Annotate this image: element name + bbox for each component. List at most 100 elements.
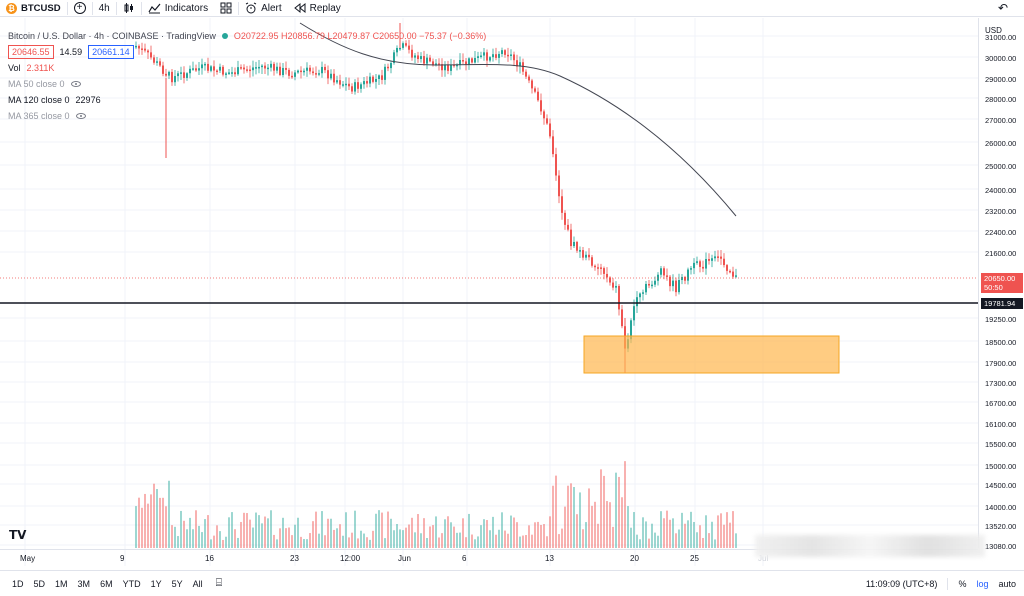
- candle-body: [282, 67, 284, 76]
- volume-bar: [348, 537, 350, 548]
- series-title[interactable]: Bitcoin / U.S. Dollar · 4h · COINBASE · …: [8, 31, 216, 41]
- ma120-legend-row[interactable]: MA 120 close 0 22976: [8, 92, 486, 108]
- volume-bar: [333, 529, 335, 548]
- volume-bar: [435, 516, 437, 548]
- range-button[interactable]: 1M: [55, 578, 68, 589]
- volume-bar: [450, 522, 452, 548]
- candle-body: [477, 56, 479, 58]
- tradingview-logo-icon[interactable]: 𝗧𝗩: [9, 528, 27, 542]
- volume-bar: [264, 516, 266, 548]
- volume-bar: [399, 529, 401, 548]
- candle-body: [441, 64, 443, 71]
- volume-bar: [285, 528, 287, 548]
- range-button[interactable]: YTD: [122, 578, 141, 589]
- volume-bar: [261, 523, 263, 548]
- currency-label[interactable]: USD: [985, 26, 1002, 35]
- volume-bar: [657, 535, 659, 548]
- volume-bar: [267, 518, 269, 548]
- volume-bar: [378, 510, 380, 548]
- replay-button[interactable]: Replay: [288, 0, 347, 17]
- price-chart[interactable]: [0, 18, 978, 566]
- candle-body: [231, 72, 233, 74]
- symbol-search[interactable]: ₿ BTCUSD: [0, 0, 67, 17]
- ma50-legend-row[interactable]: MA 50 close 0: [8, 76, 486, 92]
- time-tick-label: 12:00: [340, 554, 361, 563]
- candle-body: [291, 75, 293, 78]
- percent-toggle[interactable]: %: [958, 578, 967, 589]
- volume-bar: [483, 519, 485, 548]
- compare-button[interactable]: +: [68, 0, 92, 17]
- clock-time[interactable]: 11:09:09 (UTC+8): [865, 578, 938, 589]
- templates-button[interactable]: [214, 0, 238, 17]
- range-button[interactable]: 1Y: [150, 578, 162, 589]
- candle-body: [732, 271, 734, 277]
- volume-bar: [237, 537, 239, 548]
- range-button[interactable]: 5Y: [171, 578, 183, 589]
- market-status-icon: [221, 33, 228, 39]
- chart-pane[interactable]: [0, 18, 978, 566]
- candle-body: [165, 73, 167, 76]
- volume-bar: [720, 513, 722, 548]
- volume-bar: [579, 492, 581, 548]
- volume-bar: [417, 514, 419, 548]
- volume-bar: [318, 533, 320, 548]
- candle-body: [150, 52, 152, 58]
- candle-body: [516, 60, 518, 67]
- range-button[interactable]: All: [192, 578, 203, 589]
- price-tick-label: 30000.00: [985, 54, 1017, 63]
- volume-bar: [702, 537, 704, 548]
- chart-type-button[interactable]: [117, 0, 141, 17]
- alert-button[interactable]: Alert: [239, 0, 288, 17]
- candle-body: [324, 66, 326, 71]
- volume-bar: [543, 524, 545, 548]
- candle-body: [267, 67, 269, 70]
- sell-button[interactable]: 20646.55: [8, 45, 54, 59]
- interval-button[interactable]: 4h: [93, 0, 116, 17]
- time-tick-label: 23: [290, 554, 299, 563]
- volume-bar: [723, 524, 725, 548]
- log-toggle[interactable]: log: [976, 578, 989, 589]
- hidden-eye-icon[interactable]: [75, 113, 86, 119]
- volume-bar: [420, 533, 422, 548]
- price-tick-label: 22400.00: [985, 228, 1017, 237]
- auto-toggle[interactable]: auto: [998, 578, 1016, 589]
- undo-button[interactable]: ↶: [998, 1, 1024, 15]
- price-scale[interactable]: USD 31000.00 30000.00 29000.00 28000.00 2700…: [978, 18, 1024, 551]
- candle-body: [615, 285, 617, 288]
- candle-body: [156, 61, 158, 63]
- candle-body: [699, 261, 701, 267]
- candle-body: [369, 76, 371, 84]
- price-tick-label: 15000.00: [985, 462, 1017, 471]
- volume-bar: [327, 518, 329, 548]
- ma365-legend-row[interactable]: MA 365 close 0: [8, 108, 486, 124]
- volume-bars: [135, 461, 737, 548]
- range-button[interactable]: 1D: [12, 578, 24, 589]
- candle-body: [567, 224, 569, 230]
- candle-body: [582, 250, 584, 258]
- buy-button[interactable]: 20661.14: [88, 45, 134, 59]
- volume-legend-row[interactable]: Vol 2.311K: [8, 60, 486, 76]
- candle-body: [168, 71, 170, 76]
- candle-body: [240, 67, 242, 69]
- time-scale[interactable]: May 9 16 23 12:00 Jun 6 13 20 25 Jul: [0, 549, 978, 566]
- volume-bar: [384, 538, 386, 548]
- range-button[interactable]: 5D: [33, 578, 46, 589]
- candle-body: [234, 72, 236, 75]
- candle-body: [561, 196, 563, 213]
- candle-body: [702, 266, 704, 269]
- range-button[interactable]: 6M: [100, 578, 113, 589]
- candle-body: [177, 73, 179, 77]
- hidden-eye-icon[interactable]: [70, 81, 81, 87]
- volume-bar: [279, 528, 281, 548]
- volume-bar: [453, 526, 455, 548]
- volume-bar: [480, 525, 482, 548]
- range-button[interactable]: 3M: [77, 578, 91, 589]
- replay-label: Replay: [309, 2, 341, 14]
- volume-bar: [633, 512, 635, 548]
- goto-date-icon[interactable]: ⌸: [215, 577, 223, 589]
- candle-body: [456, 64, 458, 67]
- volume-bar: [207, 515, 209, 548]
- candle-body: [591, 257, 593, 266]
- indicators-button[interactable]: Indicators: [142, 0, 214, 17]
- volume-bar: [537, 521, 539, 548]
